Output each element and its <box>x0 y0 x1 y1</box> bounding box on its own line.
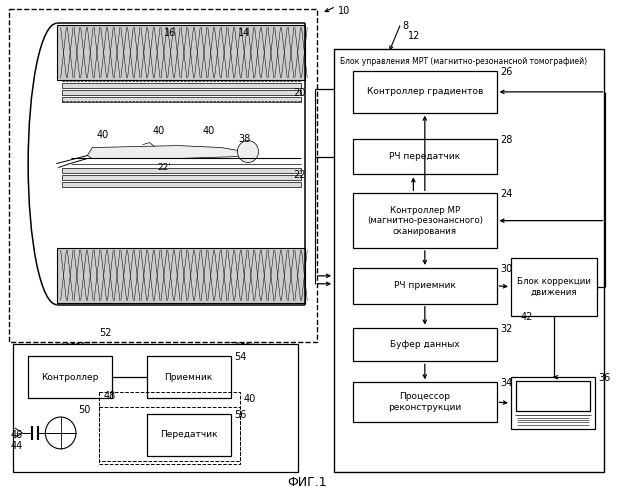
FancyBboxPatch shape <box>334 49 604 472</box>
Text: 30: 30 <box>500 264 513 274</box>
Text: 10: 10 <box>338 6 350 16</box>
Text: 46: 46 <box>11 430 23 440</box>
Text: 48: 48 <box>104 391 116 401</box>
Text: 54: 54 <box>235 352 247 362</box>
FancyBboxPatch shape <box>61 90 301 95</box>
Text: 52: 52 <box>99 328 111 339</box>
FancyBboxPatch shape <box>61 97 301 102</box>
FancyBboxPatch shape <box>353 139 497 175</box>
Polygon shape <box>88 145 239 158</box>
FancyBboxPatch shape <box>353 327 497 361</box>
Text: 26: 26 <box>500 67 513 77</box>
Text: 38: 38 <box>239 134 251 143</box>
Text: Контроллер МР
(магнитно-резонансного)
сканирования: Контроллер МР (магнитно-резонансного) ск… <box>367 206 483 236</box>
FancyBboxPatch shape <box>353 193 497 248</box>
Text: 56: 56 <box>235 410 247 420</box>
Text: 36: 36 <box>599 373 611 383</box>
Text: 40: 40 <box>202 126 214 136</box>
FancyBboxPatch shape <box>353 382 497 422</box>
Text: Процессор
реконструкции: Процессор реконструкции <box>388 392 461 412</box>
Text: 40: 40 <box>152 126 164 136</box>
FancyBboxPatch shape <box>61 83 301 88</box>
FancyBboxPatch shape <box>9 9 317 343</box>
Text: ФИГ.1: ФИГ.1 <box>287 476 327 489</box>
Text: 20: 20 <box>293 88 305 98</box>
FancyBboxPatch shape <box>511 377 595 429</box>
FancyBboxPatch shape <box>57 25 305 80</box>
Text: Передатчик: Передатчик <box>160 430 218 439</box>
Text: 16: 16 <box>164 28 176 38</box>
FancyBboxPatch shape <box>57 248 305 303</box>
Text: 22: 22 <box>293 171 305 180</box>
Text: РЧ передатчик: РЧ передатчик <box>389 152 460 161</box>
FancyBboxPatch shape <box>516 381 590 411</box>
Text: 34: 34 <box>500 378 513 388</box>
FancyBboxPatch shape <box>13 345 298 472</box>
Text: Блок коррекции
движения: Блок коррекции движения <box>517 277 591 296</box>
Text: Контроллер: Контроллер <box>42 373 99 382</box>
FancyBboxPatch shape <box>61 176 301 180</box>
Text: 40: 40 <box>243 394 255 404</box>
Text: 14: 14 <box>239 28 251 38</box>
FancyBboxPatch shape <box>61 169 301 174</box>
Text: 50: 50 <box>78 405 90 415</box>
Text: 32: 32 <box>500 323 513 334</box>
FancyBboxPatch shape <box>61 182 301 187</box>
Text: 8: 8 <box>403 21 409 31</box>
Text: 42: 42 <box>520 312 532 321</box>
Text: РЧ приемник: РЧ приемник <box>394 282 456 290</box>
Text: 22': 22' <box>157 164 171 173</box>
FancyBboxPatch shape <box>147 356 231 398</box>
Text: 24: 24 <box>500 189 513 199</box>
Text: Приемник: Приемник <box>164 373 213 382</box>
FancyBboxPatch shape <box>147 414 231 456</box>
FancyBboxPatch shape <box>28 356 112 398</box>
Text: Буфер данных: Буфер данных <box>390 340 460 349</box>
Text: 40: 40 <box>97 130 109 140</box>
FancyBboxPatch shape <box>353 268 497 304</box>
FancyBboxPatch shape <box>511 258 597 316</box>
Text: Блок управления МРТ (магнитно-резонансной томографией): Блок управления МРТ (магнитно-резонансно… <box>340 57 587 66</box>
Circle shape <box>237 141 259 163</box>
Text: 12: 12 <box>408 31 420 41</box>
FancyBboxPatch shape <box>353 71 497 113</box>
Text: 44: 44 <box>11 441 23 451</box>
Text: 28: 28 <box>500 135 513 144</box>
Text: Контроллер градиентов: Контроллер градиентов <box>367 87 483 96</box>
